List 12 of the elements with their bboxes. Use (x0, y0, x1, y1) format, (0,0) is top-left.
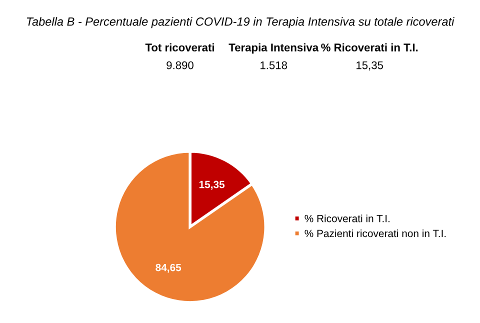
legend-label: % Pazienti ricoverati non in T.I. (304, 230, 446, 238)
data-label: 15,35 (199, 180, 225, 190)
text: Terapia Intensiva (228, 43, 319, 54)
text: % Ricoverati in T.I. (321, 43, 418, 52)
legend-label: % Ricoverati in T.I. (304, 214, 390, 222)
text: 9.890 (166, 61, 194, 70)
text: Tot ricoverati (145, 43, 214, 52)
text: 15,35 (356, 61, 384, 71)
data-label: 84,65 (156, 264, 182, 273)
pie-slice (113, 150, 268, 304)
text: 1.518 (260, 61, 288, 70)
chart-title: Tabella B - Percentuale pazienti COVID-19 in Terapia Intensiva su totale ricoverati (26, 17, 454, 28)
